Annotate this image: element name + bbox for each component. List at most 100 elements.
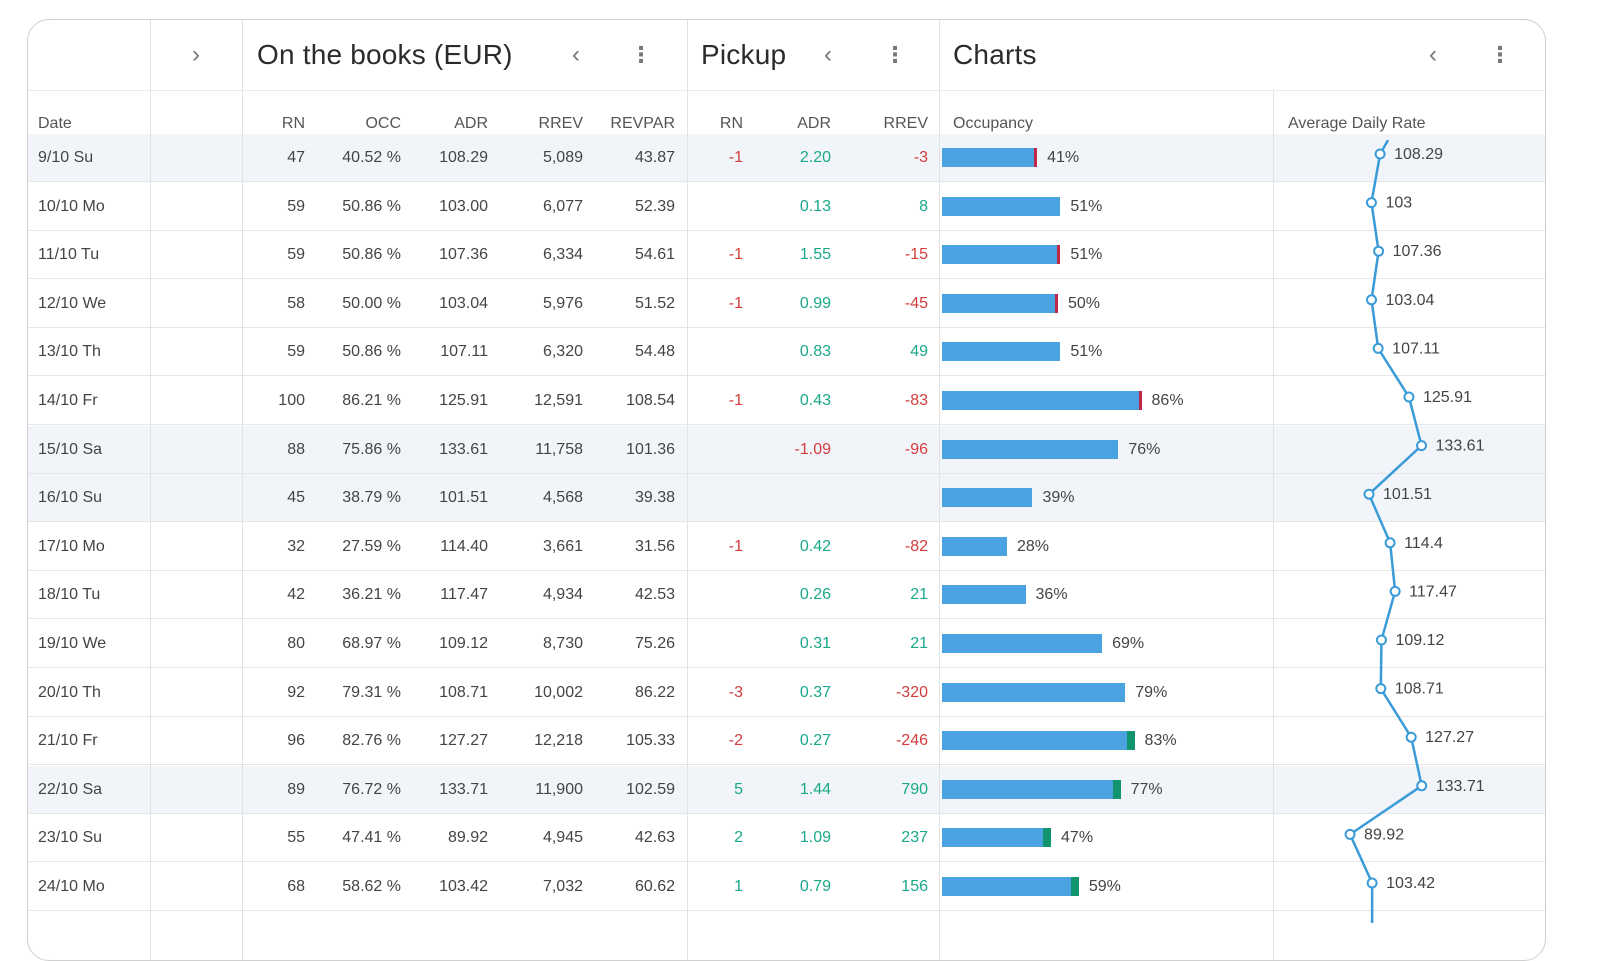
chevron-right-icon[interactable]: ›	[192, 41, 200, 68]
column-header-adr[interactable]: ADR	[454, 115, 488, 132]
occupancy-label: 41%	[1047, 149, 1080, 166]
chevron-left-icon[interactable]: ‹	[824, 41, 832, 68]
table-row[interactable]: 14/10 Fr 100 86.21 % 125.91 12,591 108.54 -1 0.…	[28, 377, 1545, 425]
adr-point[interactable]	[1374, 148, 1386, 160]
occ-cell: 79.31 %	[342, 683, 401, 701]
rrev-cell: 6,320	[542, 343, 583, 361]
adr-point[interactable]	[1375, 634, 1387, 646]
pickup-rrev-cell: 21	[910, 635, 928, 652]
rn-cell: 47	[287, 149, 305, 166]
occupancy-label: 76%	[1128, 440, 1161, 458]
adr-series-line	[1348, 140, 1424, 923]
column-header-rn[interactable]: RN	[281, 115, 305, 132]
pickup-rn-cell	[688, 328, 743, 376]
pickup-rn-cell: 1	[734, 878, 743, 895]
revpar-cell: 43.87	[634, 149, 675, 166]
adr-point[interactable]	[1373, 245, 1385, 257]
pickup-rrev-cell: -3	[913, 149, 928, 166]
revpar-cell: 101.36	[626, 440, 675, 458]
occ-cell: 38.79 %	[342, 489, 401, 507]
column-header-rrev[interactable]: RREV	[538, 115, 583, 132]
rn-cell: 59	[287, 197, 305, 215]
adr-cell: 108.71	[439, 683, 488, 701]
date-cell: 17/10 Mo	[38, 537, 105, 555]
column-header-pickup-rrev[interactable]: RREV	[883, 115, 928, 132]
pickup-adr-cell: 0.99	[799, 294, 831, 312]
date-cell: 11/10 Tu	[38, 246, 100, 264]
occ-cell: 68.97 %	[342, 635, 401, 652]
column-header-revpar[interactable]: REVPAR	[610, 115, 675, 132]
adr-point[interactable]	[1366, 294, 1378, 306]
occupancy-label: 86%	[1151, 392, 1184, 409]
pickup-rrev-cell: -45	[904, 294, 928, 312]
table-row[interactable]: 15/10 Sa 88 75.86 % 133.61 11,758 101.36 -1.09…	[28, 425, 1545, 474]
table-row[interactable]: 17/10 Mo 32 27.59 % 114.40 3,661 31.56 -1 0.42 -…	[28, 523, 1545, 571]
revpar-cell: 54.48	[634, 343, 675, 361]
table-row[interactable]: 18/10 Tu 42 36.21 % 117.47 4,934 42.53 0.26 21 3…	[28, 571, 1545, 620]
pickup-rrev-cell: -15	[904, 246, 928, 264]
column-header-occupancy[interactable]: Occupancy	[953, 115, 1034, 132]
occ-cell: 86.21 %	[342, 392, 401, 409]
occupancy-bar	[942, 828, 1052, 848]
table-row[interactable]: 20/10 Th 92 79.31 % 108.71 10,002 86.22 -3 0.37…	[28, 669, 1545, 717]
pickup-rn-cell: 5	[734, 780, 743, 798]
adr-point[interactable]	[1384, 537, 1396, 549]
occupancy-bar	[942, 731, 1135, 751]
chevron-left-icon[interactable]: ‹	[1429, 41, 1437, 68]
adr-label: 127.27	[1425, 729, 1474, 746]
table-row[interactable]: 24/10 Mo 68 58.62 % 103.42 7,032 60.62 1 0.79 15…	[28, 863, 1545, 911]
rn-cell: 88	[287, 440, 305, 458]
chevron-left-icon[interactable]: ‹	[572, 41, 580, 68]
column-header-date[interactable]: Date	[38, 115, 72, 132]
table-row[interactable]: 16/10 Su 45 38.79 % 101.51 4,568 39.38 39%	[28, 474, 1545, 523]
revpar-cell: 86.22	[634, 683, 675, 701]
table-row[interactable]: 11/10 Tu 59 50.86 % 107.36 6,334 54.61 -1 1.55 -…	[28, 231, 1545, 280]
table-row[interactable]: 9/10 Su 47 40.52 % 108.29 5,089 43.87 -1 2.20 -3…	[28, 134, 1545, 182]
occupancy-pickup-marker	[1055, 293, 1058, 313]
adr-point[interactable]	[1375, 683, 1387, 695]
table-row[interactable]: 13/10 Th 59 50.86 % 107.11 6,320 54.48 0.83 49 5…	[28, 328, 1545, 377]
adr-point[interactable]	[1403, 391, 1415, 403]
rrev-cell: 4,945	[542, 829, 583, 847]
table-row[interactable]: 12/10 We 58 50.00 % 103.04 5,976 51.52 -1 0.99 -…	[28, 280, 1545, 328]
table-row[interactable]: 22/10 Sa 89 76.72 % 133.71 11,900 102.59 5 1.44…	[28, 765, 1545, 814]
adr-label: 107.36	[1393, 243, 1442, 260]
adr-point[interactable]	[1365, 197, 1377, 209]
occ-cell: 50.00 %	[342, 294, 401, 312]
adr-point[interactable]	[1344, 828, 1356, 840]
more-vertical-icon[interactable]: ⋮	[630, 42, 652, 67]
adr-point[interactable]	[1405, 731, 1417, 743]
rrev-cell: 3,661	[542, 537, 583, 555]
rrev-cell: 6,077	[542, 197, 583, 215]
column-header-average-daily-rate[interactable]: Average Daily Rate	[1288, 115, 1426, 132]
adr-cell: 103.42	[439, 878, 488, 895]
pickup-adr-cell: 0.83	[799, 343, 831, 361]
more-vertical-icon[interactable]: ⋮	[884, 42, 906, 67]
column-header-pickup-adr[interactable]: ADR	[797, 115, 831, 132]
column-header-occ[interactable]: OCC	[365, 115, 401, 132]
adr-label: 103	[1385, 195, 1412, 212]
pickup-rrev-cell: -246	[895, 732, 928, 750]
adr-label: 125.91	[1423, 389, 1472, 406]
adr-point[interactable]	[1363, 488, 1375, 500]
adr-point[interactable]	[1389, 585, 1401, 597]
occupancy-bar	[942, 877, 1079, 896]
occupancy-pickup-marker	[1057, 245, 1061, 265]
date-cell: 22/10 Sa	[38, 780, 103, 798]
rn-cell: 92	[287, 683, 305, 701]
revpar-cell: 54.61	[634, 246, 675, 264]
adr-point[interactable]	[1366, 877, 1378, 889]
table-row[interactable]: 21/10 Fr 96 82.76 % 127.27 12,218 105.33 -2 0.2…	[28, 717, 1545, 766]
table-row[interactable]: 23/10 Su 55 47.41 % 89.92 4,945 42.63 2 1.09 237…	[28, 814, 1545, 863]
occupancy-label: 36%	[1035, 586, 1068, 604]
table-row[interactable]: 19/10 We 80 68.97 % 109.12 8,730 75.26 0.31 21 6…	[28, 620, 1545, 668]
rn-cell: 58	[287, 294, 305, 312]
column-header-pickup-rn[interactable]: RN	[719, 115, 743, 132]
adr-point[interactable]	[1372, 342, 1384, 354]
adr-cell: 107.36	[439, 246, 488, 264]
adr-point[interactable]	[1416, 780, 1428, 792]
adr-point[interactable]	[1416, 440, 1428, 452]
pickup-rn-cell: -1	[728, 149, 743, 166]
table-row[interactable]: 10/10 Mo 59 50.86 % 103.00 6,077 52.39 0.13 8 51…	[28, 183, 1545, 231]
more-vertical-icon[interactable]: ⋮	[1489, 42, 1511, 67]
